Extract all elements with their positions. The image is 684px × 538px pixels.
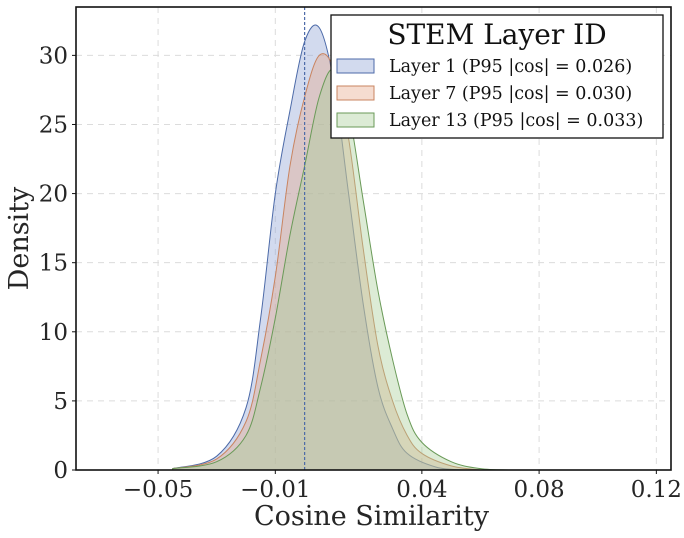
- density-area-layer-1: [172, 24, 466, 471]
- legend: STEM Layer ID Layer 1 (P95 |cos| = 0.026…: [330, 14, 664, 139]
- y-tick-label-4: 20: [39, 182, 68, 208]
- legend-box: [330, 14, 664, 139]
- y-tick-label-2: 10: [39, 320, 68, 346]
- series-areas: [172, 24, 510, 471]
- y-tick-label-3: 15: [39, 251, 68, 277]
- legend-swatch-layer-7: [336, 85, 375, 101]
- legend-label-layer-13: Layer 13 (P95 |cos| = 0.033): [389, 111, 643, 131]
- legend-label-layer-7: Layer 7 (P95 |cos| = 0.030): [389, 84, 632, 104]
- legend-swatch-layer-13: [336, 112, 375, 128]
- y-tick-label-0: 0: [53, 458, 68, 484]
- y-tick-label-6: 30: [39, 43, 68, 69]
- x-tick-label-1: −0.01: [240, 477, 310, 503]
- y-axis-title: Density: [4, 186, 35, 290]
- x-axis-title: Cosine Similarity: [254, 501, 490, 532]
- x-tick-label-3: 0.08: [513, 477, 564, 503]
- x-tick-label-4: 0.12: [631, 477, 682, 503]
- legend-label-layer-1: Layer 1 (P95 |cos| = 0.026): [389, 57, 632, 77]
- x-tick-label-2: 0.04: [396, 477, 447, 503]
- y-tick-label-1: 5: [53, 389, 68, 415]
- axis-ticks: −0.05 −0.01 0.04 0.08 0.12 0 5 10 15 20 25 30: [39, 43, 682, 503]
- plot-frame: [75, 6, 672, 471]
- legend-title: STEM Layer ID: [387, 18, 606, 51]
- x-tick-label-0: −0.05: [123, 477, 193, 503]
- legend-swatch-layer-1: [336, 58, 375, 74]
- y-tick-label-5: 25: [39, 112, 68, 138]
